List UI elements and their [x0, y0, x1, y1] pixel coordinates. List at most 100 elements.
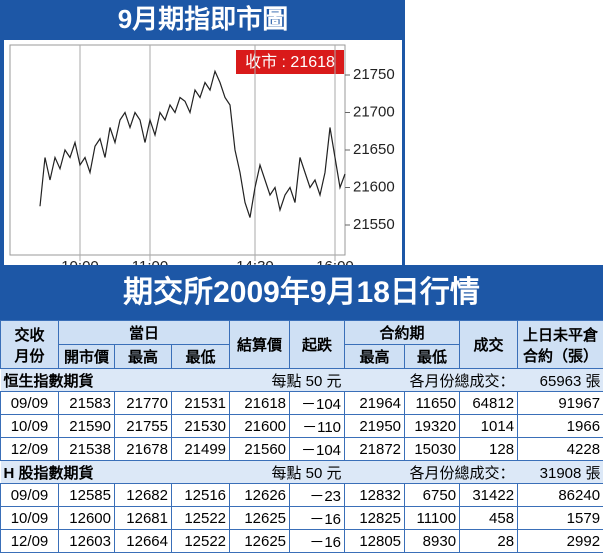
cell: 21560 [229, 437, 291, 461]
y-tick-label: 21600 [353, 178, 395, 195]
cell: －16 [289, 529, 346, 553]
cell: 09/09 [0, 391, 59, 415]
cell: －23 [289, 483, 346, 507]
cell: 31908 張 [517, 460, 603, 484]
data-row: 12/09 12603 12664 12522 12625 －16 12805 8930 28 2… [0, 529, 603, 553]
cell: 恒生指數期貨 [0, 368, 230, 392]
cell: 12/09 [0, 437, 59, 461]
x-tick-label: 11:00 [132, 258, 168, 265]
cell: 12522 [170, 529, 231, 553]
chart-title: 9月期指即市圖 [118, 4, 288, 34]
cell: 21770 [114, 391, 172, 415]
cell: 8930 [404, 529, 461, 553]
cell: 1966 [517, 414, 603, 438]
cell: 12682 [114, 483, 172, 507]
cell: 12626 [229, 483, 291, 507]
data-row: 10/09 21590 21755 21530 21600 －110 21950 19320 1… [0, 414, 603, 438]
header-cell: 成交 [459, 320, 519, 369]
header-cell: 交收 月份 [0, 320, 59, 369]
cell: 12805 [344, 529, 406, 553]
cell: －16 [289, 506, 346, 530]
cell: 12585 [58, 483, 115, 507]
header-cell: 最低 [404, 344, 461, 369]
cell: 各月份總成交： [344, 460, 518, 484]
cell: 21618 [229, 391, 291, 415]
cell: 每點 50 元 [229, 368, 345, 392]
header-text: 交收 [14, 326, 45, 344]
data-row: 12/09 21538 21678 21499 21560 －104 21872 15030 1… [0, 437, 603, 461]
cell: 12516 [170, 483, 231, 507]
y-tick-label: 21550 [353, 216, 395, 233]
cell: 21499 [170, 437, 231, 461]
cell: 21590 [58, 414, 115, 438]
cell: 12600 [58, 506, 115, 530]
header-text: 合約（張） [523, 347, 599, 365]
data-row: 09/09 12585 12682 12516 12626 －23 12832 6750 314… [0, 483, 603, 507]
section-row: 恒生指數期貨 每點 50 元各月份總成交： 65963 張 [0, 368, 603, 392]
close-label-box [236, 50, 344, 74]
cell: 458 [459, 506, 519, 530]
cell: 21600 [229, 414, 291, 438]
chart: 9月期指即市圖 收市 : 21618 21550 21600 21650 21700 2… [0, 0, 405, 265]
cell: 各月份總成交： [344, 368, 518, 392]
cell: 28 [459, 529, 519, 553]
data-row: 10/09 12600 12681 12522 12625 －16 12825 11100 45… [0, 506, 603, 530]
header-cell: 合約期 [344, 320, 461, 345]
cell: 11650 [404, 391, 461, 415]
cell: 21950 [344, 414, 406, 438]
cell: －110 [289, 414, 346, 438]
cell: 12522 [170, 506, 231, 530]
cell: 12664 [114, 529, 172, 553]
y-tick-label: 21700 [353, 103, 395, 120]
cell: 10/09 [0, 414, 59, 438]
cell: 21964 [344, 391, 406, 415]
cell: 12/09 [0, 529, 59, 553]
cell: 12825 [344, 506, 406, 530]
cell: 09/09 [0, 483, 59, 507]
cell: 12625 [229, 529, 291, 553]
chart-panel [4, 40, 402, 265]
cell: 21530 [170, 414, 231, 438]
header-cell: 最高 [114, 344, 172, 369]
cell: 64812 [459, 391, 519, 415]
cell: 1014 [459, 414, 519, 438]
cell: 1579 [517, 506, 603, 530]
cell: 21538 [58, 437, 115, 461]
cell: 每點 50 元 [229, 460, 345, 484]
price-line [39, 69, 346, 218]
cell: 15030 [404, 437, 461, 461]
header-cell: 開市價 [58, 344, 115, 369]
cell: －104 [289, 391, 346, 415]
cell: 65963 張 [517, 368, 603, 392]
table-title: 期交所2009年9月18日行情 [0, 265, 603, 320]
header-cell: 上日未平倉合約（張） [517, 320, 603, 369]
y-tick-label: 21750 [353, 66, 395, 83]
cell: 86240 [517, 483, 603, 507]
cell: 91967 [517, 391, 603, 415]
cell: 2992 [517, 529, 603, 553]
cell: 10/09 [0, 506, 59, 530]
cell: －104 [289, 437, 346, 461]
header-cell: 起跌 [289, 320, 346, 369]
cell: 6750 [404, 483, 461, 507]
quote-table: 交收 月份 當日 結算價 起跌 合約期 成交 上日未平倉 合約（張） 開市價 最高 … [0, 320, 603, 553]
cell: 12603 [58, 529, 115, 553]
cell: 128 [459, 437, 519, 461]
cell: 12625 [229, 506, 291, 530]
cell: 21583 [58, 391, 115, 415]
section-row: H 股指數期貨 每點 50 元各月份總成交： 31908 張 [0, 460, 603, 484]
header-text: 上日未平倉 [523, 326, 599, 344]
data-row: 09/09 21583 21770 21531 21618 －104 21964 11650 6… [0, 391, 603, 415]
header-cell: 當日 [57, 320, 231, 345]
header-cell: 結算價 [229, 320, 291, 369]
header-cell: 最低 [170, 344, 231, 369]
cell: 12681 [114, 506, 172, 530]
cell: 21678 [114, 437, 172, 461]
x-tick-label: 10:00 [61, 258, 99, 265]
x-tick-label: 16:00 [316, 258, 354, 265]
x-tick-label: 14:30 [236, 258, 274, 265]
header-cell: 最高 [344, 344, 406, 369]
cell: 31422 [459, 483, 519, 507]
cell: 21755 [114, 414, 172, 438]
